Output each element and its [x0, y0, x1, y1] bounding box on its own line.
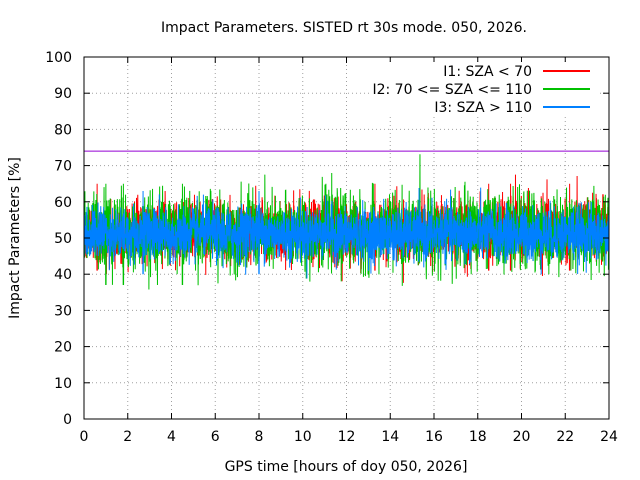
x-tick-label: 14 — [381, 429, 399, 445]
y-tick-label: 20 — [54, 340, 72, 356]
x-tick-label: 22 — [556, 429, 574, 445]
x-tick-label: 18 — [469, 429, 487, 445]
y-tick-label: 90 — [54, 86, 72, 102]
y-tick-label: 0 — [63, 412, 72, 428]
y-axis-title: Impact Parameters [%] — [7, 157, 23, 319]
legend-entry-bg — [370, 98, 600, 116]
x-tick-label: 0 — [80, 429, 89, 445]
y-tick-label: 10 — [54, 376, 72, 392]
x-tick-label: 4 — [167, 429, 176, 445]
x-tick-label: 20 — [513, 429, 531, 445]
x-tick-label: 8 — [255, 429, 264, 445]
axes-layer: 0 2 4 6 8 10 12 14 16 18 20 22 240102030405060708090… — [45, 50, 618, 445]
y-tick-label: 100 — [45, 50, 72, 66]
legend-label-2: I2: 70 <= SZA <= 110 — [372, 82, 532, 98]
y-tick-label: 60 — [54, 195, 72, 211]
series-line-3 — [83, 187, 610, 279]
y-tick-label: 40 — [54, 267, 72, 283]
legend-label-1: I1: SZA < 70 — [443, 64, 532, 80]
legend: I1: SZA < 70 I2: 70 <= SZA <= 110 I3: SZA … — [370, 62, 600, 116]
x-tick-label: 10 — [294, 429, 312, 445]
x-tick-label: 12 — [338, 429, 356, 445]
x-tick-label: 2 — [123, 429, 132, 445]
chart-title: Impact Parameters. SISTED rt 30s mode. 0… — [161, 20, 527, 36]
y-tick-label: 50 — [54, 231, 72, 247]
series-layer — [83, 154, 610, 290]
legend-entry-bg — [370, 80, 600, 98]
y-tick-label: 80 — [54, 122, 72, 138]
legend-label-3: I3: SZA > 110 — [434, 100, 532, 116]
x-tick-label: 16 — [425, 429, 443, 445]
legend-entry-bg — [370, 62, 600, 80]
x-tick-label: 24 — [600, 429, 618, 445]
y-tick-label: 70 — [54, 159, 72, 175]
x-tick-label: 6 — [211, 429, 220, 445]
x-axis-title: GPS time [hours of doy 050, 2026] — [225, 459, 468, 475]
y-tick-label: 30 — [54, 303, 72, 319]
